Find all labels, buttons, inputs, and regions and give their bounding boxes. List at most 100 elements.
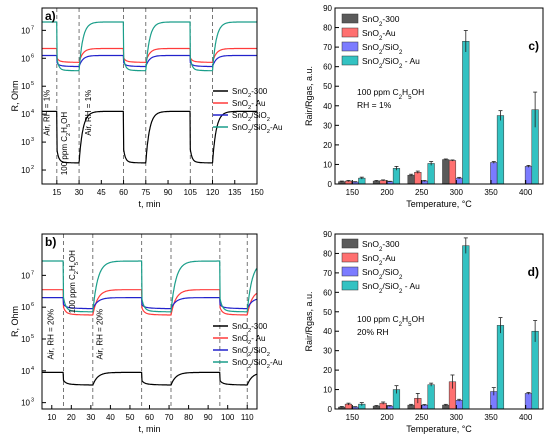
- bar-3-250: [427, 384, 435, 410]
- y-tick-label: 90: [323, 230, 332, 239]
- panel-label: a): [45, 9, 56, 23]
- x-tick-label: 30: [86, 413, 95, 422]
- x-tick-label: 100: [221, 413, 235, 422]
- y-tick-label: 70: [323, 269, 332, 278]
- y-tick-exponent: 7: [31, 25, 34, 31]
- plot-frame: [41, 7, 258, 185]
- x-tick-label: 75: [141, 188, 150, 197]
- series-line-2: [42, 297, 257, 310]
- y-tick-label: 90: [323, 4, 332, 13]
- y-tick-label: 60: [323, 288, 332, 297]
- plot-frame: [334, 7, 544, 185]
- y-tick-label: 10: [21, 110, 30, 119]
- y-tick-label: 10: [21, 26, 30, 35]
- legend-label: SnO2/SiO2: [362, 42, 403, 56]
- y-axis-label: R, Ohm: [10, 80, 20, 111]
- y-tick-label: 10: [21, 82, 30, 91]
- x-tick-label: 30: [75, 188, 84, 197]
- series-line-1: [42, 47, 257, 64]
- x-tick-label: 120: [206, 188, 220, 197]
- x-tick-label: 10: [47, 413, 56, 422]
- bar-0-250: [407, 174, 415, 185]
- y-tick-label: 0: [328, 405, 333, 414]
- condition-text: RH = 1%: [357, 100, 392, 110]
- y-tick-exponent: 7: [31, 270, 34, 276]
- x-tick-label: 150: [250, 188, 264, 197]
- series-line-3: [42, 21, 257, 72]
- y-tick-label: 10: [323, 160, 332, 169]
- legend-label: SnO2/SiO2-Au: [232, 123, 282, 135]
- x-tick-label: 90: [164, 188, 173, 197]
- bar-3-250: [427, 163, 435, 185]
- annotation-text: 100 ppm C2H5OH: [60, 112, 72, 176]
- x-axis-label: t, min: [138, 424, 160, 434]
- legend-label: SnO2- Au: [232, 99, 265, 111]
- legend-swatch: [341, 280, 359, 291]
- legend-label: SnO2/SiO2-Au: [232, 358, 282, 370]
- legend-label: SnO2/SiO2 - Au: [362, 56, 420, 70]
- x-tick-label: 80: [184, 413, 193, 422]
- bar-panel-c: 0 10 20 30 40 50 60 70 80 90 150 200 250 300 350 400 c) T…: [304, 4, 544, 209]
- x-tick-label: 45: [97, 188, 106, 197]
- y-tick-exponent: 2: [31, 165, 34, 171]
- y-tick-exponent: 4: [31, 366, 34, 372]
- x-axis-label: t, min: [138, 199, 160, 209]
- condition-text: 20% RH: [357, 327, 389, 337]
- bar-3-300: [462, 40, 470, 185]
- y-tick-exponent: 6: [31, 53, 34, 59]
- x-tick-label: 60: [145, 413, 154, 422]
- legend-swatch: [341, 13, 359, 24]
- x-tick-label: 350: [484, 413, 498, 422]
- legend-label: SnO2/SiO2: [232, 111, 270, 123]
- x-tick-label: 105: [184, 188, 198, 197]
- annotation-text: Air, RH = 1%: [84, 90, 93, 136]
- y-tick-label: 10: [21, 138, 30, 147]
- x-tick-label: 200: [380, 188, 394, 197]
- y-tick-label: 10: [21, 166, 30, 175]
- x-tick-label: 300: [450, 188, 464, 197]
- y-tick-label: 80: [323, 24, 332, 33]
- x-tick-label: 20: [67, 413, 76, 422]
- x-tick-label: 150: [346, 188, 360, 197]
- legend-label: SnO2/SiO2 - Au: [362, 281, 420, 295]
- series-line-1: [42, 289, 258, 316]
- x-tick-label: 15: [52, 188, 61, 197]
- y-tick-label: 10: [21, 54, 30, 63]
- x-tick-label: 300: [450, 413, 464, 422]
- x-tick-label: 250: [415, 413, 429, 422]
- y-tick-label: 10: [21, 335, 30, 344]
- legend-label: SnO2- Au: [232, 334, 265, 346]
- legend-swatch: [341, 27, 359, 38]
- y-tick-label: 10: [21, 367, 30, 376]
- x-tick-label: 50: [126, 413, 135, 422]
- y-tick-label: 40: [323, 102, 332, 111]
- bar-3-400: [531, 330, 539, 410]
- y-tick-label: 20: [323, 141, 332, 150]
- legend-swatch: [341, 55, 359, 66]
- bar-0-300: [442, 159, 450, 185]
- y-tick-exponent: 4: [31, 109, 34, 115]
- y-tick-label: 50: [323, 308, 332, 317]
- x-tick-label: 200: [380, 413, 394, 422]
- bar-3-350: [496, 115, 505, 185]
- series-line-0: [42, 371, 257, 386]
- x-tick-label: 40: [106, 413, 115, 422]
- plot-frame: [334, 233, 544, 410]
- y-axis-label: R, Ohm: [10, 306, 20, 337]
- y-tick-label: 10: [21, 303, 30, 312]
- series-line-3: [42, 260, 258, 313]
- condition-text: 100 ppm C2H5OH: [357, 87, 424, 101]
- legend-label: SnO2/SiO2: [232, 346, 270, 358]
- x-tick-label: 135: [228, 188, 242, 197]
- legend-label: SnO2-300: [232, 322, 268, 334]
- bar-3-300: [462, 245, 470, 410]
- y-tick-label: 0: [328, 180, 333, 189]
- x-axis-label: Temperature, °C: [406, 199, 472, 209]
- bar-3-200: [392, 168, 401, 185]
- panel-label: c): [528, 39, 539, 53]
- annotation-text: Air, RH = 20%: [47, 309, 56, 359]
- legend-label: SnO2-Au: [362, 28, 396, 42]
